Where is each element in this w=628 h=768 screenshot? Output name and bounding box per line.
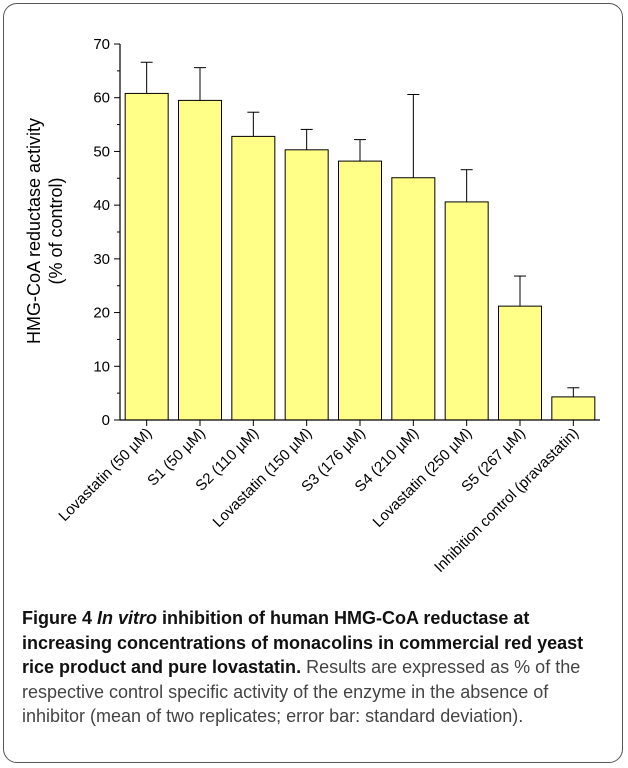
bar [231, 135, 276, 421]
y-tick-label: 10 [93, 358, 110, 375]
x-tick-label: Lovastatin (150 µM) [210, 425, 316, 531]
y-tick-label: 50 [93, 143, 110, 160]
figure-caption: Figure 4 In vitro inhibition of human HM… [22, 606, 610, 729]
bar [444, 201, 489, 421]
bars-layer [124, 61, 596, 421]
bar-chart: Lovastatin (50 µM)S1 (50 µM)S2 (110 µM)L… [24, 36, 600, 576]
bar [391, 177, 436, 421]
x-tick-label: Lovastatin (250 µM) [370, 425, 476, 531]
figure-title-italic: In vitro [97, 608, 158, 628]
figure-number: Figure 4 [22, 608, 93, 628]
bar [338, 160, 382, 421]
y-tick-label: 60 [93, 90, 110, 107]
figure-caption-body: Results are expressed as % of the respec… [22, 657, 581, 726]
y-tick-label: 0 [102, 412, 110, 429]
y-tick-label: 30 [93, 251, 110, 268]
x-tick-label: Lovastatin (50 µM) [55, 425, 155, 525]
bar [498, 305, 542, 421]
y-tick-label: 20 [93, 305, 110, 322]
y-axis-label-line1: HMG-CoA reductase activity [24, 118, 44, 344]
bar [178, 99, 222, 421]
y-tick-label: 40 [93, 197, 110, 214]
bar [551, 396, 596, 421]
figure-title: In vitro inhibition of human HMG-CoA red… [22, 608, 583, 677]
figure-title-period: . [296, 657, 302, 677]
y-tick-label: 70 [93, 36, 110, 53]
bar [284, 149, 329, 421]
y-axis-label-line2: (% of control) [46, 177, 66, 284]
bar [124, 92, 169, 421]
figure-title-rest: inhibition of human HMG-CoA reductase at… [22, 608, 584, 677]
